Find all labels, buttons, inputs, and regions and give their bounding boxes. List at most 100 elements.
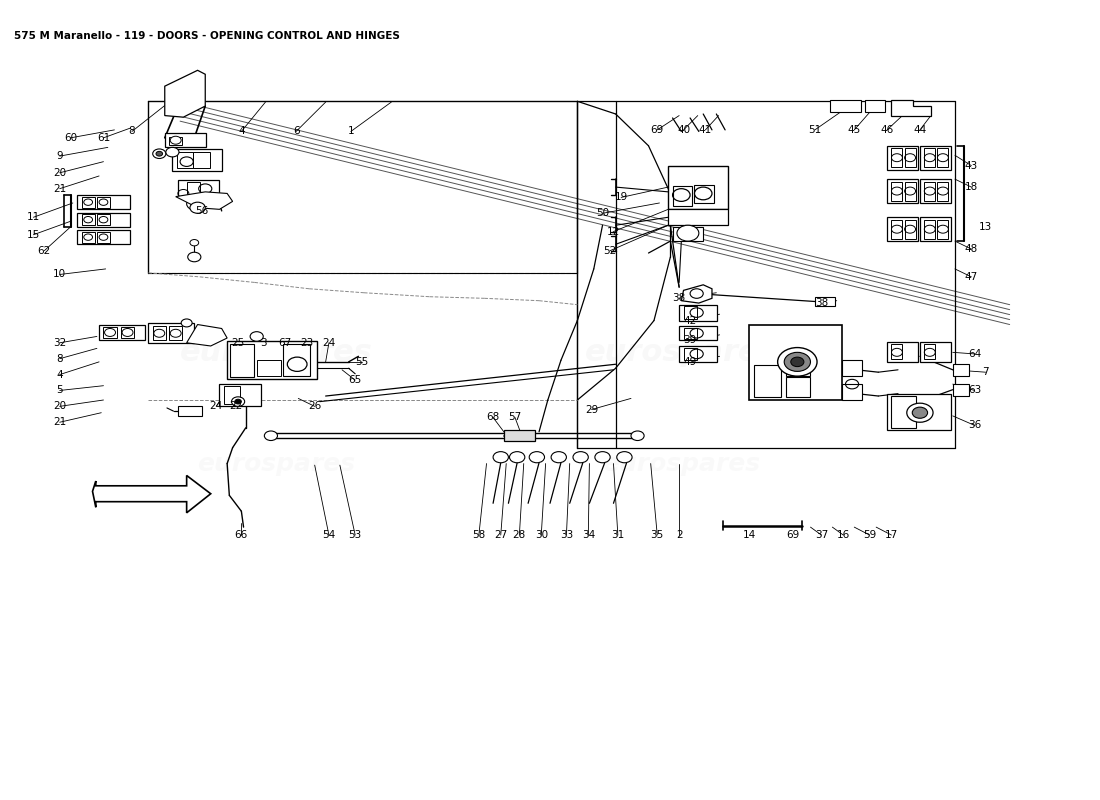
Text: 26: 26 <box>308 402 321 411</box>
Text: 67: 67 <box>278 338 292 348</box>
Bar <box>153 326 166 341</box>
Polygon shape <box>187 325 227 346</box>
Text: 54: 54 <box>322 530 335 540</box>
Text: 48: 48 <box>965 244 978 254</box>
Circle shape <box>912 407 927 418</box>
Text: 575 M Maranello - 119 - DOORS - OPENING CONTROL AND HINGES: 575 M Maranello - 119 - DOORS - OPENING … <box>13 30 399 41</box>
Circle shape <box>690 289 703 298</box>
Circle shape <box>182 319 192 327</box>
Circle shape <box>188 252 201 262</box>
Bar <box>178 180 220 198</box>
Text: 51: 51 <box>808 125 822 135</box>
Bar <box>97 231 110 242</box>
Bar <box>672 186 692 206</box>
Circle shape <box>234 399 241 404</box>
Bar <box>679 305 717 321</box>
Bar <box>924 344 935 359</box>
Text: 38: 38 <box>815 298 828 308</box>
Bar <box>187 182 200 195</box>
Text: 69: 69 <box>650 125 664 135</box>
Text: 20: 20 <box>53 168 66 178</box>
Bar <box>148 323 195 342</box>
Text: 25: 25 <box>231 338 244 348</box>
Bar <box>891 344 902 359</box>
Bar <box>77 213 130 227</box>
Text: 32: 32 <box>53 338 66 348</box>
Text: 7: 7 <box>982 367 989 377</box>
Text: 43: 43 <box>965 161 978 170</box>
Text: 1: 1 <box>348 126 354 137</box>
Text: 21: 21 <box>53 184 66 194</box>
Circle shape <box>170 136 182 144</box>
Text: 46: 46 <box>880 125 893 135</box>
Bar <box>924 182 935 201</box>
Bar <box>924 148 935 167</box>
Text: 5: 5 <box>56 386 63 395</box>
Text: 57: 57 <box>508 413 521 422</box>
Text: 64: 64 <box>968 349 981 359</box>
Text: 22: 22 <box>229 402 242 411</box>
Text: 17: 17 <box>884 530 898 540</box>
Polygon shape <box>176 192 232 210</box>
Text: 60: 60 <box>64 133 77 143</box>
Text: 15: 15 <box>26 230 40 240</box>
Circle shape <box>231 397 244 406</box>
Bar <box>920 179 950 203</box>
Text: 42: 42 <box>683 315 696 326</box>
Circle shape <box>573 452 588 462</box>
Text: 28: 28 <box>513 530 526 540</box>
Text: 6: 6 <box>293 126 299 137</box>
Text: 59: 59 <box>864 530 877 540</box>
Bar <box>891 182 902 201</box>
Bar <box>283 344 310 376</box>
Bar <box>887 218 917 241</box>
Text: 44: 44 <box>913 125 926 135</box>
Text: 16: 16 <box>837 530 850 540</box>
Circle shape <box>595 452 610 462</box>
Bar <box>683 306 696 319</box>
Text: 37: 37 <box>815 530 828 540</box>
Bar <box>904 182 915 201</box>
Bar <box>81 231 95 242</box>
Circle shape <box>166 147 179 157</box>
Text: 40: 40 <box>676 125 690 135</box>
Text: 20: 20 <box>53 402 66 411</box>
Text: 61: 61 <box>97 133 110 143</box>
Bar <box>953 364 969 376</box>
Bar <box>694 186 714 203</box>
Text: 56: 56 <box>196 206 209 216</box>
Text: 11: 11 <box>26 212 40 222</box>
Bar <box>830 100 861 113</box>
Text: 33: 33 <box>560 530 573 540</box>
Circle shape <box>529 452 544 462</box>
Bar <box>904 220 915 238</box>
Text: 50: 50 <box>596 208 609 218</box>
Bar <box>754 365 781 397</box>
Text: 58: 58 <box>472 530 485 540</box>
Text: 31: 31 <box>612 530 625 540</box>
Text: 49: 49 <box>683 357 696 367</box>
Bar <box>815 297 835 306</box>
Bar <box>920 342 950 362</box>
Bar <box>891 396 915 428</box>
Text: 21: 21 <box>53 418 66 427</box>
Bar <box>887 342 917 362</box>
Circle shape <box>156 151 163 156</box>
Bar <box>843 384 862 400</box>
Text: eurospares: eurospares <box>197 451 355 475</box>
Bar <box>887 146 917 170</box>
Circle shape <box>187 198 205 210</box>
Text: 55: 55 <box>355 357 368 367</box>
Polygon shape <box>92 475 211 513</box>
Text: 27: 27 <box>494 530 507 540</box>
Text: 35: 35 <box>650 530 664 540</box>
Circle shape <box>617 452 632 462</box>
Text: 4: 4 <box>56 370 63 379</box>
Text: 24: 24 <box>210 402 223 411</box>
Bar <box>81 197 95 208</box>
Circle shape <box>509 452 525 462</box>
Circle shape <box>264 431 277 441</box>
Circle shape <box>191 201 200 207</box>
Bar <box>256 360 280 376</box>
Bar <box>165 133 207 147</box>
